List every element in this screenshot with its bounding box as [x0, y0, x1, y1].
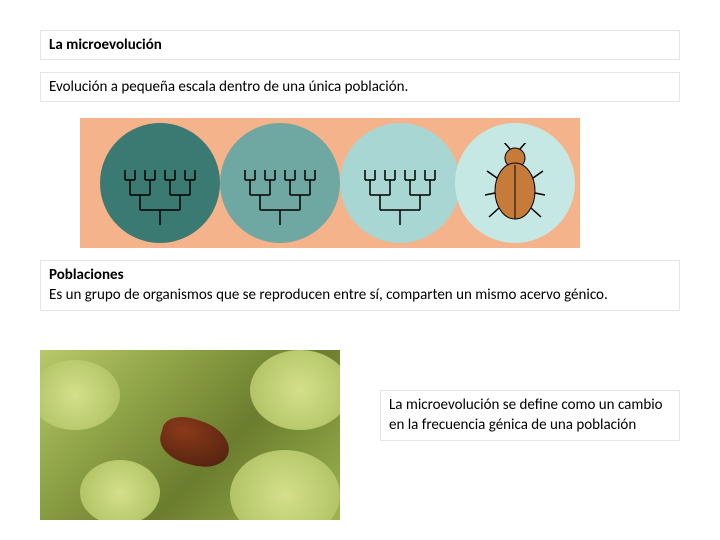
evolution-circle-0	[100, 123, 220, 243]
leaf-shape-2	[80, 460, 160, 520]
poblaciones-heading: Poblaciones	[49, 266, 124, 284]
subtitle-text: Evolución a pequeña escala dentro de una…	[49, 78, 408, 96]
insect-photo-subject	[155, 412, 234, 474]
title-block: La microevolución	[40, 30, 680, 60]
leaf-shape-3	[230, 450, 340, 520]
poblaciones-body: Es un grupo de organismos que se reprodu…	[49, 286, 608, 304]
leaf-shape-1	[250, 350, 340, 430]
beetle-icon	[485, 143, 545, 223]
evolution-circle-2	[340, 123, 460, 243]
evolution-diagram	[80, 118, 580, 248]
evolution-circle-1	[220, 123, 340, 243]
phylogenetic-tree-icon	[240, 165, 320, 225]
phylogenetic-tree-icon	[360, 165, 440, 225]
leaf-shape-0	[40, 360, 120, 430]
poblaciones-block: Poblaciones Es un grupo de organismos qu…	[40, 260, 680, 311]
definition-block: La microevolución se define como un camb…	[380, 390, 680, 441]
population-photo	[40, 350, 340, 520]
definition-text: La microevolución se define como un camb…	[389, 396, 663, 434]
subtitle-block: Evolución a pequeña escala dentro de una…	[40, 72, 680, 102]
evolution-circle-3	[455, 123, 575, 243]
phylogenetic-tree-icon	[120, 165, 200, 225]
title-text: La microevolución	[49, 36, 162, 54]
